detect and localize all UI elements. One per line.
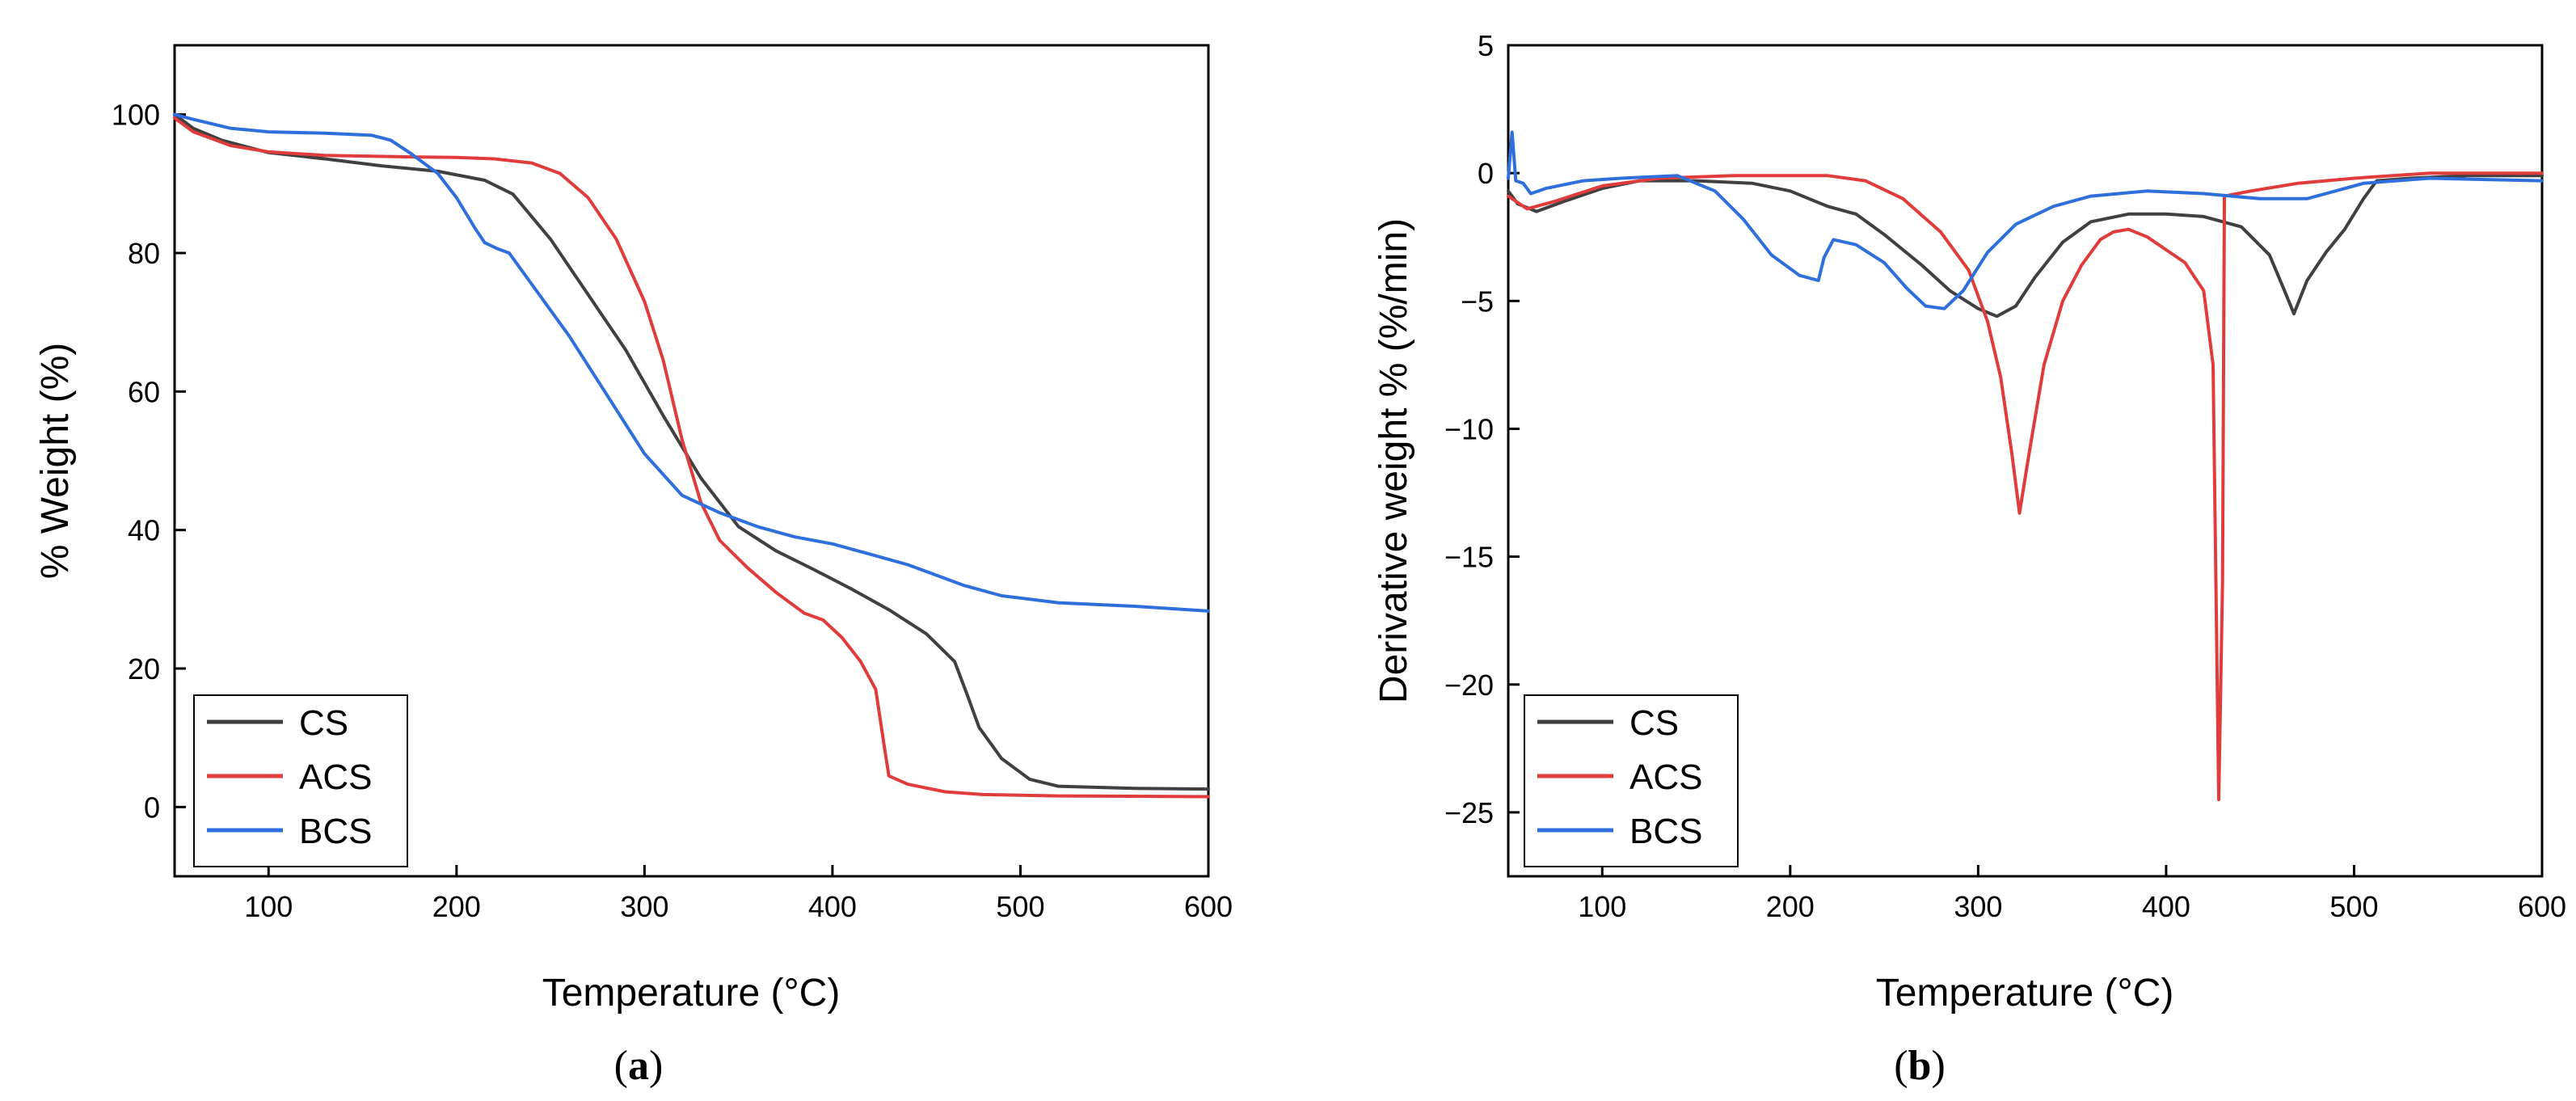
panel-b-x-axis-title: Temperature (°C): [1876, 972, 2174, 1015]
panel-b-legend-label-acs: ACS: [1629, 757, 1702, 797]
panel-a-x-tick-label: 200: [432, 890, 481, 923]
panel-b-x-tick-label: 300: [1954, 890, 2002, 923]
panel-b-y-tick-label: 5: [1478, 29, 1494, 62]
panel-b-x-tick-label: 600: [2518, 890, 2566, 923]
panel-a-x-tick-label: 500: [996, 890, 1044, 923]
panel-b-x-ticks: 100 200 300 400 500 600: [1578, 865, 2566, 923]
panel-a-y-tick-label: 0: [144, 791, 160, 824]
panel-a-x-tick-label: 600: [1184, 890, 1233, 923]
panel-b-y-tick-label: −20: [1444, 669, 1494, 702]
panel-a-x-axis-title: Temperature (°C): [542, 972, 841, 1015]
panel-a-plot-frame: [173, 44, 1210, 878]
panel-b-y-tick-label: −10: [1444, 412, 1494, 445]
panel-a-y-tick-label: 40: [128, 514, 160, 547]
panel-a-series-cs-line: [173, 112, 1210, 791]
panel-a-x-tick-label: 300: [620, 890, 668, 923]
panel-b-x-tick-label: 400: [2142, 890, 2190, 923]
panel-a-series-bcs-line: [173, 112, 1210, 613]
panel-b-y-axis-title: Derivative weight % (%/min): [1372, 218, 1415, 703]
panel-b-legend-label-cs: CS: [1629, 703, 1679, 743]
panel-a-y-ticks: 0 20 40 60 80 100: [112, 99, 186, 824]
panel-b-x-tick-label: 100: [1578, 890, 1626, 923]
panel-b-y-tick-label: 0: [1478, 157, 1494, 190]
panel-a-y-axis-title: % Weight (%): [34, 343, 77, 580]
panel-a-y-tick-label: 100: [112, 99, 160, 132]
panel-a-y-tick-label: 80: [128, 237, 160, 270]
panel-a-legend-label-bcs: BCS: [299, 812, 372, 851]
panel-b-series-bcs-line: [1507, 130, 2544, 310]
panel-b-legend: CS ACS BCS: [1524, 694, 1739, 867]
panel-b-series: [1507, 130, 2544, 802]
panel-b-y-tick-label: −15: [1444, 541, 1494, 574]
panel-b-y-tick-label: −5: [1461, 285, 1494, 318]
panel-a-chart: 100 200 300 400 500 600 0 20 40 60 80 100 Temperat…: [34, 44, 1233, 1089]
panel-b-series-cs-line: [1507, 174, 2544, 318]
panel-a-legend: CS ACS BCS: [193, 694, 408, 867]
panel-a-x-ticks: 100 200 300 400 500 600: [244, 865, 1233, 923]
panel-b-x-tick-label: 200: [1766, 890, 1815, 923]
panel-a-y-tick-label: 60: [128, 375, 160, 408]
panel-b-label: (b): [1894, 1043, 1946, 1089]
panel-b-y-tick-label: −25: [1444, 796, 1494, 829]
panel-b-legend-label-bcs: BCS: [1629, 812, 1702, 851]
panel-a-series: [173, 112, 1210, 799]
panel-b-y-ticks: 5 0 −5 −10 −15 −20 −25: [1444, 29, 1520, 829]
panel-a-x-tick-label: 400: [808, 890, 857, 923]
panel-b-plot-frame: [1507, 44, 2544, 878]
panel-a-legend-label-acs: ACS: [299, 757, 372, 797]
panel-b-chart: 100 200 300 400 500 600 5 0 −5 −10 −15 −20 −25 Temp…: [1372, 29, 2566, 1089]
panel-a-legend-label-cs: CS: [299, 703, 348, 743]
panel-b-series-acs-line: [1507, 171, 2544, 802]
panel-a-y-tick-label: 20: [128, 652, 160, 685]
panel-a-x-tick-label: 100: [244, 890, 293, 923]
panel-b-x-tick-label: 500: [2329, 890, 2378, 923]
panel-a-label: (a): [614, 1043, 664, 1089]
